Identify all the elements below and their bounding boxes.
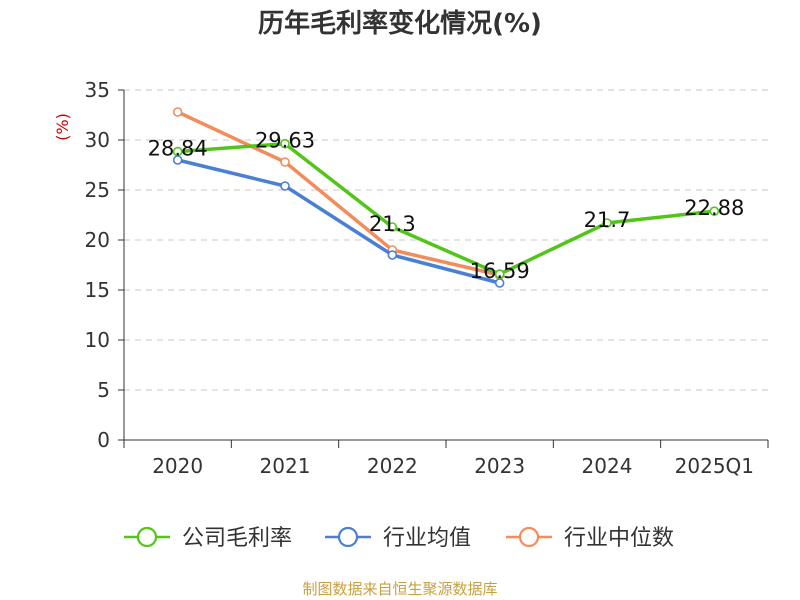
y-tick-label: 5 bbox=[97, 378, 110, 402]
legend-item-1: 公司毛利率 bbox=[124, 526, 292, 551]
y-tick-label: 35 bbox=[85, 78, 110, 102]
series-layer bbox=[172, 107, 720, 288]
data-point bbox=[280, 181, 290, 191]
data-point bbox=[387, 222, 398, 232]
data-point bbox=[602, 218, 612, 228]
data-point bbox=[280, 157, 290, 167]
y-tick-label: 30 bbox=[85, 128, 110, 152]
legend-item-2: 行业均值 bbox=[325, 526, 471, 551]
data-point bbox=[494, 269, 505, 279]
series-1 bbox=[172, 138, 720, 279]
source-note: 制图数据来自恒生聚源数据库 bbox=[302, 580, 497, 598]
data-point bbox=[387, 250, 398, 260]
series-2 bbox=[172, 155, 505, 288]
chart-title: 历年毛利率变化情况(%) bbox=[258, 8, 542, 39]
data-label: 16.59 bbox=[470, 259, 530, 283]
data-point bbox=[709, 206, 720, 216]
x-tick-label: 2022 bbox=[367, 454, 418, 478]
grid-lines bbox=[124, 89, 768, 391]
data-label: 22.88 bbox=[684, 196, 744, 220]
legend-marker bbox=[136, 526, 158, 548]
series-line bbox=[177, 158, 501, 285]
legend: 公司毛利率 行业均值 行业中位数 bbox=[124, 526, 674, 551]
data-point bbox=[172, 107, 183, 117]
y-tick-label: 20 bbox=[85, 228, 110, 252]
data-label: 28.84 bbox=[148, 137, 208, 161]
legend-label: 公司毛利率 bbox=[182, 526, 292, 551]
x-tick-label: 2021 bbox=[260, 454, 311, 478]
data-label: 21.3 bbox=[369, 212, 416, 236]
legend-marker bbox=[518, 526, 540, 548]
x-tick-label: 2020 bbox=[152, 454, 203, 478]
data-point bbox=[280, 138, 290, 149]
y-axis-label: (%) bbox=[53, 113, 72, 141]
x-tick-label: 2023 bbox=[474, 454, 525, 478]
data-point bbox=[172, 146, 183, 157]
legend-item-3: 行业中位数 bbox=[506, 526, 674, 551]
legend-label: 行业中位数 bbox=[564, 526, 674, 551]
data-label: 21.7 bbox=[584, 208, 631, 232]
y-tick-label: 25 bbox=[85, 178, 110, 202]
series-line bbox=[176, 110, 501, 277]
data-point bbox=[494, 278, 505, 288]
y-tick-label: 10 bbox=[85, 328, 110, 352]
x-tick-label: 2024 bbox=[582, 454, 633, 478]
axes: 0 5 10 15 20 25 30 35 2020 2021 2022 2023 2024 2025Q1 bbox=[85, 78, 769, 478]
y-tick-label: 0 bbox=[97, 428, 110, 452]
legend-label: 行业均值 bbox=[383, 526, 471, 551]
data-labels: 28.84 29.63 21.3 16.59 21.7 22.88 bbox=[148, 129, 745, 283]
series-line bbox=[177, 141, 715, 276]
legend-marker bbox=[337, 526, 359, 548]
x-tick-label: 2025Q1 bbox=[675, 454, 754, 478]
y-tick-label: 15 bbox=[85, 278, 110, 302]
data-label: 29.63 bbox=[255, 129, 315, 153]
